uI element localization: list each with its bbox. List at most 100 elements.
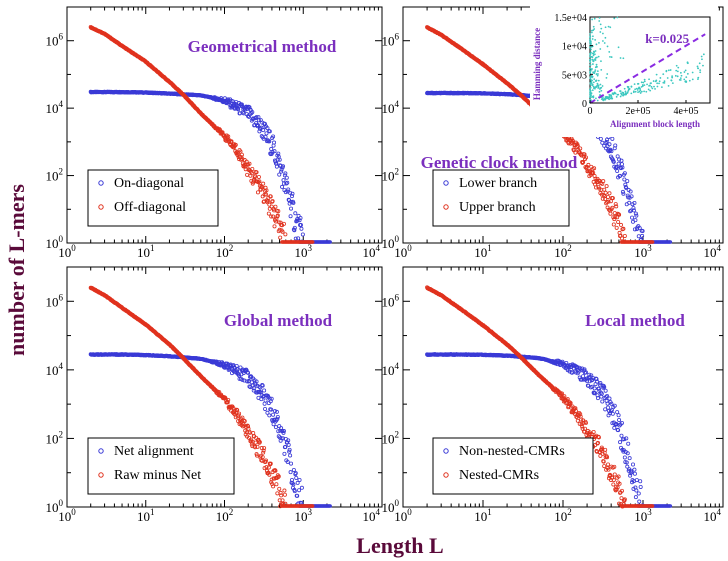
inset-point (666, 77, 669, 79)
inset-point (605, 76, 608, 79)
inset-point (637, 91, 639, 94)
data-point (615, 169, 620, 174)
inset-point (637, 87, 640, 90)
inset-point (592, 96, 595, 99)
data-point (600, 196, 605, 201)
data-point (606, 199, 611, 204)
data-point (575, 418, 580, 423)
data-point (600, 140, 605, 145)
inset-point (591, 63, 594, 65)
panel-title: Genetic clock method (421, 153, 578, 172)
data-point (239, 155, 244, 160)
data-point (281, 221, 286, 226)
data-point (614, 165, 619, 170)
chart-panel-2: 100 101 102 103 104 100 102 104 106 Genetic clock… (382, 5, 724, 260)
data-point (262, 446, 267, 451)
inset-point (650, 82, 652, 85)
data-point (271, 143, 276, 148)
inset-point (594, 50, 597, 52)
data-point (261, 448, 266, 453)
inset-point (701, 58, 703, 61)
data-point (626, 441, 631, 446)
inset-point (625, 92, 627, 95)
data-point (577, 421, 582, 426)
inset-point (655, 73, 658, 76)
data-point (260, 455, 265, 460)
inset-point (699, 71, 702, 74)
inset-point (697, 76, 700, 79)
inset-point (595, 86, 597, 89)
data-point (285, 180, 290, 185)
inset-chart: k=0.025 0 2e+05 4e+05 0 5e+03 1e+04 1.5e+04 Alig… (530, 5, 718, 137)
inset-point (589, 91, 592, 94)
inset-point (596, 70, 599, 73)
data-point (218, 128, 223, 133)
tick-label: 102 (46, 429, 64, 446)
inset-point (589, 61, 592, 64)
inset-point (590, 48, 592, 51)
inset-point (610, 56, 613, 58)
inset-point (596, 74, 599, 77)
inset-point (606, 96, 609, 99)
inset-point (593, 17, 596, 20)
inset-point (697, 67, 699, 70)
inset-point (633, 83, 636, 86)
inset-point (620, 93, 623, 96)
legend-label: Net alignment (114, 444, 194, 459)
data-point (582, 152, 587, 157)
data-point (277, 486, 282, 491)
inset-point (648, 78, 650, 81)
data-point (606, 467, 611, 472)
inset-point (589, 77, 592, 80)
data-point (293, 211, 298, 216)
data-point (255, 444, 260, 449)
data-point (612, 403, 617, 408)
inset-point (589, 55, 592, 58)
inset-point (597, 55, 600, 58)
inset-point (630, 92, 633, 95)
data-point (604, 139, 609, 144)
inset-point (676, 75, 679, 78)
data-point (254, 379, 259, 384)
tick-label: 101 (474, 507, 492, 524)
data-point (262, 401, 267, 406)
data-point (242, 419, 247, 424)
data-point (229, 364, 234, 369)
inset-point (609, 94, 612, 96)
data-point (622, 171, 627, 176)
data-point (595, 396, 600, 401)
inset-ylabel: Hamming distance (532, 28, 542, 100)
legend-box (432, 169, 570, 227)
data-point (283, 190, 288, 195)
data-point (632, 471, 637, 476)
data-point (573, 408, 578, 413)
legend: Net alignment Raw minus Net (87, 437, 235, 495)
data-point (222, 133, 227, 138)
data-point (622, 233, 627, 238)
data-point (617, 418, 622, 423)
data-point (622, 497, 627, 502)
data-point (587, 379, 592, 384)
data-point (276, 209, 281, 214)
data-point (606, 405, 611, 410)
data-point (598, 136, 603, 141)
inset-point (646, 83, 648, 86)
data-point (630, 215, 635, 220)
inset-point (591, 18, 594, 21)
data-point (608, 211, 613, 216)
figure-ylabel: number of L-mers (4, 184, 29, 356)
inset-point (600, 86, 603, 89)
data-point (247, 105, 252, 110)
data-point (251, 431, 256, 436)
data-point (592, 166, 597, 171)
data-point (272, 149, 277, 154)
data-point (235, 367, 240, 372)
data-point (229, 139, 234, 144)
inset-point (680, 74, 683, 77)
data-point (236, 413, 241, 418)
data-point (631, 462, 636, 467)
tick-label: 102 (216, 507, 234, 524)
inset-point (594, 59, 597, 61)
legend-label: On-diagonal (114, 176, 184, 191)
inset-point (590, 99, 592, 102)
